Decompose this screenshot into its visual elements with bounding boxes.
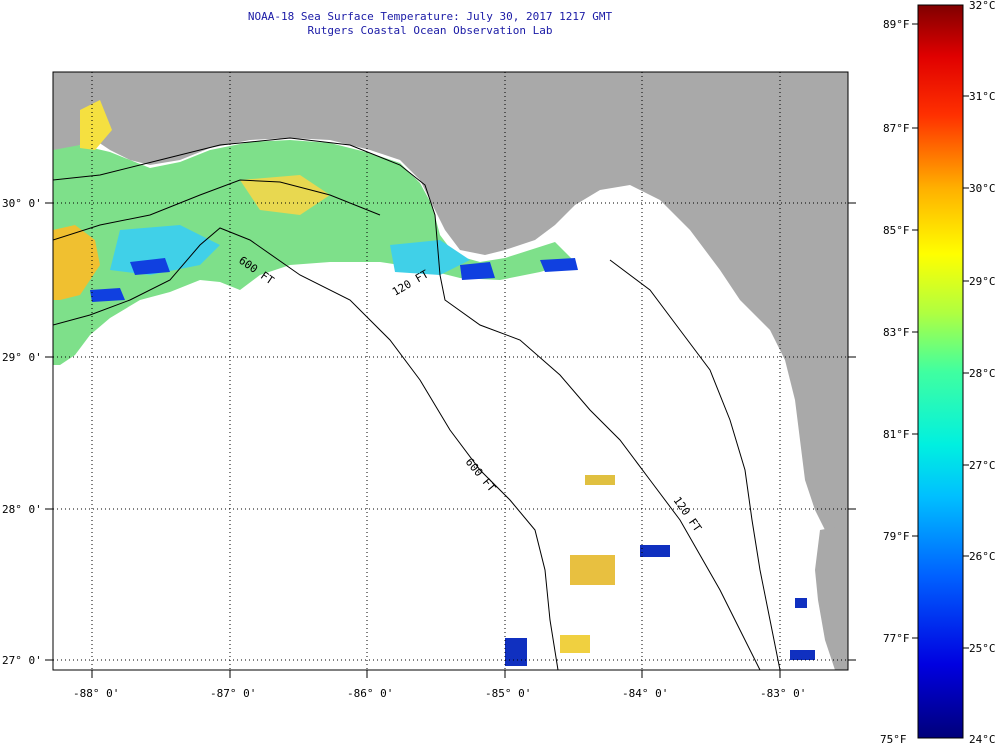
colorbar-f-label: 75°F [880, 733, 907, 746]
colorbar-f-label: 89°F [883, 18, 910, 31]
colorbar-c-label: 32°C [969, 0, 996, 12]
lon-label: -83° 0' [760, 687, 806, 700]
colorbar-c-label: 26°C [969, 550, 996, 563]
contour-120ft [53, 137, 761, 670]
colorbar-f-label: 83°F [883, 326, 910, 339]
colorbar-c-label: 30°C [969, 182, 996, 195]
lon-label: -87° 0' [210, 687, 256, 700]
colorbar-c-label: 28°C [969, 367, 996, 380]
lat-label: 30° 0' [2, 197, 42, 210]
colorbar-f-label: 79°F [883, 530, 910, 543]
graticule [53, 72, 848, 670]
colorbar-f-label: 85°F [883, 224, 910, 237]
lat-label: 28° 0' [2, 503, 42, 516]
lon-label: -88° 0' [73, 687, 119, 700]
map-subtitle: Rutgers Coastal Ocean Observation Lab [307, 24, 553, 37]
sst-coverage [53, 140, 575, 365]
colorbar-f-label: 87°F [883, 122, 910, 135]
colorbar-f-label: 81°F [883, 428, 910, 441]
lon-label: -85° 0' [485, 687, 531, 700]
lat-label: 29° 0' [2, 351, 42, 364]
colorbar-c-label: 29°C [969, 275, 996, 288]
map-frame [52, 71, 849, 671]
land-mass [53, 72, 848, 540]
colorbar-c-label: 24°C [969, 733, 996, 746]
lon-label: -86° 0' [347, 687, 393, 700]
lon-label: -84° 0' [622, 687, 668, 700]
colorbar-c-label: 31°C [969, 90, 996, 103]
lat-label: 27° 0' [2, 654, 42, 667]
map-title: NOAA-18 Sea Surface Temperature: July 30… [247, 10, 613, 23]
contour-600ft [53, 227, 559, 670]
colorbar-f-label: 77°F [883, 632, 910, 645]
colorbar-c-label: 27°C [969, 459, 996, 472]
colorbar-c-label: 25°C [969, 642, 996, 655]
colorbar [917, 4, 964, 739]
